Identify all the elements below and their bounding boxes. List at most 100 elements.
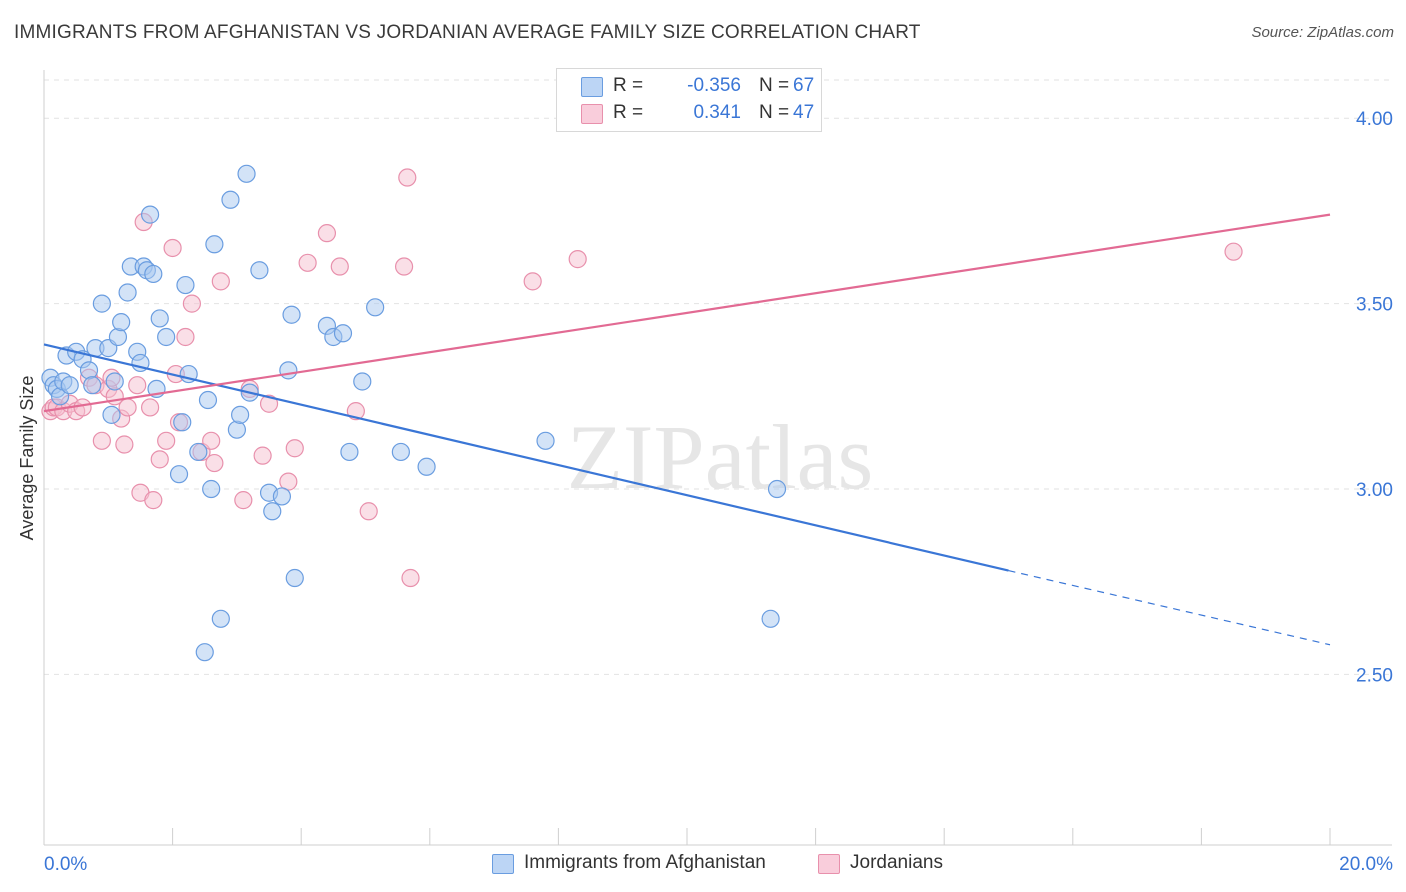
jordanian-point (144, 491, 163, 510)
jordanian-point (330, 257, 349, 276)
afghanistan-point (102, 405, 121, 424)
x-tick-label: 20.0% (1339, 854, 1393, 875)
jordanian-point (398, 168, 417, 187)
afghanistan-point (237, 164, 256, 183)
jordanian-point (568, 250, 587, 269)
afghanistan-point (279, 361, 298, 380)
watermark: ZIPatlas (567, 406, 874, 508)
n-value: 47 (793, 102, 815, 123)
r-value: 0.341 (688, 102, 741, 123)
blue-swatch (492, 854, 514, 874)
jordanian-point (115, 435, 134, 454)
afghanistan-point (282, 305, 301, 324)
afghanistan-point (227, 420, 246, 439)
afghanistan-point (366, 298, 385, 317)
jordanian-point (253, 446, 272, 465)
jordanian-point (346, 402, 365, 421)
afghanistan-point (221, 190, 240, 209)
trend-lines (43, 213, 1331, 646)
afghanistan-trend-line (43, 343, 1009, 572)
jordanian-point (140, 398, 160, 417)
afghanistan-point (79, 361, 99, 380)
pink-swatch (581, 104, 603, 124)
afghanistan-point (202, 479, 221, 499)
afghanistan-point (761, 609, 780, 628)
afghanistan-point (83, 376, 102, 395)
afghanistan-point (250, 261, 269, 280)
axes (43, 70, 1392, 846)
legend-label: Immigrants from Afghanistan (524, 852, 766, 873)
jordanian-point (92, 431, 111, 450)
jordanian-point (359, 502, 378, 521)
afghanistan-point (198, 390, 218, 410)
jordanian-point (128, 376, 147, 395)
n-value: 67 (793, 75, 815, 96)
y-axis-label: Average Family Size (17, 376, 37, 541)
afghanistan-point (60, 376, 79, 395)
n-label: N = (759, 75, 790, 96)
legend-row-afghanistan: R = -0.356 N = 67 (581, 75, 814, 99)
pink-swatch (818, 854, 840, 874)
afghanistan-point (92, 294, 111, 313)
afghanistan-point (112, 313, 131, 332)
afghanistan-point (195, 643, 214, 662)
afghanistan-trend-extension (1008, 570, 1331, 646)
r-label: R = (613, 75, 644, 96)
chart-title: IMMIGRANTS FROM AFGHANISTAN VS JORDANIAN… (14, 22, 921, 43)
afghanistan-point (417, 457, 436, 476)
x-tick-label: 0.0% (44, 854, 87, 875)
afghanistan-point (263, 502, 282, 521)
afghanistan-point (176, 275, 195, 295)
afghanistan-point (285, 568, 304, 588)
source-label: Source: ZipAtlas.com (1251, 24, 1394, 41)
correlation-legend: R = -0.356 N = 67 R = 0.341 N = 47 (556, 68, 822, 132)
jordanian-point (1224, 242, 1243, 261)
r-label: R = (613, 102, 644, 123)
jordanian-point (259, 394, 279, 413)
jordanian-point (150, 450, 169, 469)
jordanian-point (317, 224, 337, 243)
jordanian-point (205, 453, 224, 473)
afghanistan-point (140, 205, 160, 224)
afghanistan-point (118, 283, 137, 302)
y-tick-label: 3.00 (1356, 480, 1393, 501)
afghanistan-point (150, 309, 169, 328)
afghanistan-point (169, 465, 189, 484)
jordanian-point (118, 398, 137, 417)
jordanian-point (163, 238, 182, 258)
y-tick-label: 4.00 (1356, 109, 1393, 130)
jordanian-trend-line (43, 213, 1331, 413)
afghanistan-point (211, 609, 230, 628)
jordanian-point (182, 294, 201, 313)
afghanistan-point (340, 442, 359, 462)
y-tick-label: 3.50 (1356, 295, 1393, 316)
jordanian-point (73, 398, 92, 417)
r-value: -0.356 (687, 75, 741, 96)
jordanian-point (176, 327, 195, 347)
jordanian-point (211, 272, 230, 291)
afghanistan-point (205, 235, 224, 254)
jordanian-point (394, 257, 414, 276)
legend-row-jordanians: R = 0.341 N = 47 (581, 102, 814, 126)
blue-swatch (581, 77, 603, 97)
axis-labels: 2.50 3.00 3.50 4.00 0.0% 20.0% Average Family … (17, 109, 1393, 875)
afghanistan-point (105, 372, 124, 391)
jordanian-point (157, 431, 176, 450)
jordanian-point (234, 491, 253, 510)
jordanian-point (202, 431, 221, 450)
legend-label: Jordanians (850, 852, 943, 873)
jordanian-point (298, 253, 317, 272)
n-label: N = (759, 102, 790, 123)
afghanistan-point (272, 487, 292, 506)
afghanistan-point (189, 442, 208, 462)
afghanistan-point (333, 324, 353, 343)
jordanian-point (401, 568, 420, 588)
afghanistan-point (767, 479, 787, 499)
jordanian-point (523, 272, 542, 291)
afghanistan-point (157, 327, 176, 347)
afghanistan-point (144, 264, 163, 284)
afghanistan-point (173, 413, 192, 432)
afghanistan-point (108, 327, 128, 347)
jordanian-point (285, 439, 304, 458)
